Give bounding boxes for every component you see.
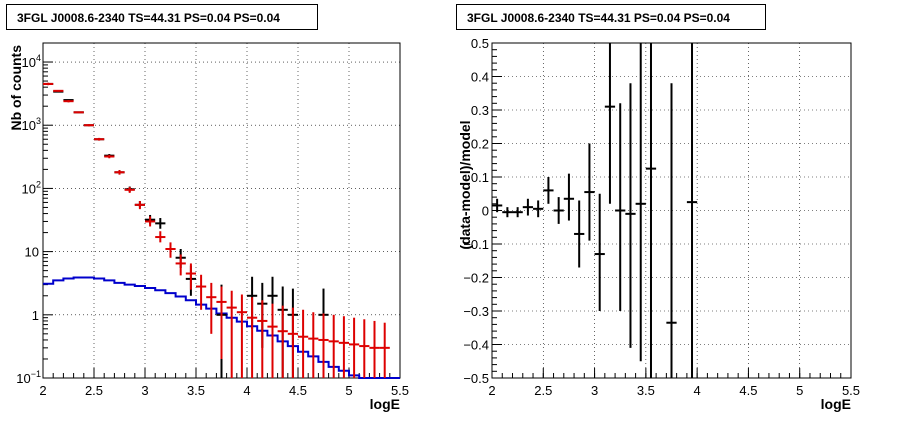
x-tick-label: 5.5 <box>391 383 409 398</box>
y-tick-label: 103 <box>22 116 41 133</box>
y-tick-label: 0.4 <box>471 70 489 85</box>
y-tick-label: 0.5 <box>471 36 489 51</box>
model-point <box>359 319 370 378</box>
residual-point <box>522 198 534 216</box>
model-point <box>134 201 145 210</box>
model-point <box>73 111 84 114</box>
residual-point <box>604 43 616 204</box>
x-tick-label: 4 <box>694 383 701 398</box>
model-point <box>236 294 247 378</box>
y-tick-label: 0.3 <box>471 103 489 118</box>
residual-point <box>563 173 575 221</box>
model-point <box>124 187 135 193</box>
y-tick-label: −0.1 <box>463 237 489 252</box>
model-point <box>308 312 319 378</box>
y-tick-label: 102 <box>22 179 41 196</box>
x-tick-label: 4.5 <box>289 383 307 398</box>
x-axis-title: logE <box>821 396 851 412</box>
model-point <box>145 216 156 227</box>
x-tick-label: 4 <box>243 383 250 398</box>
model-point <box>328 314 339 378</box>
model-point <box>369 320 380 378</box>
residual-point <box>625 83 636 348</box>
model-point <box>267 303 278 378</box>
x-tick-label: 3 <box>591 383 598 398</box>
y-axis-title: (data-model)/model <box>457 120 473 249</box>
model-point <box>94 137 105 141</box>
y-tick-label: −0.5 <box>463 371 489 386</box>
model-point <box>247 297 258 378</box>
x-tick-label: 5 <box>796 383 803 398</box>
x-tick-label: 2.5 <box>534 383 552 398</box>
residual-point <box>512 207 523 218</box>
model-point <box>53 89 64 92</box>
model-point <box>63 100 74 103</box>
x-tick-label: 2 <box>488 383 495 398</box>
model-point <box>43 82 54 86</box>
residual-point <box>645 43 657 378</box>
x-tick-label: 3 <box>141 383 148 398</box>
y-axis-title: Nb of counts <box>8 45 24 131</box>
left-plot-title: 3FGL J0008.6-2340 TS=44.31 PS=0.04 PS=0.… <box>6 4 318 30</box>
x-tick-label: 2.5 <box>85 383 103 398</box>
residual-point <box>584 143 595 241</box>
right-plot-title: 3FGL J0008.6-2340 TS=44.31 PS=0.04 PS=0.… <box>456 4 766 30</box>
x-tick-label: 4.5 <box>739 383 757 398</box>
residual-point <box>615 103 626 311</box>
residual-point <box>543 177 554 204</box>
x-axis-title: logE <box>370 396 400 412</box>
model-point <box>338 316 349 378</box>
residual-point <box>492 198 503 213</box>
residual-point <box>666 83 677 378</box>
y-tick-label: 1 <box>32 308 39 323</box>
y-tick-label: −0.4 <box>463 338 489 353</box>
residual-point <box>533 200 544 218</box>
residual-point <box>553 197 564 224</box>
model-point <box>349 317 360 378</box>
residual-point <box>574 200 585 268</box>
model-histogram-line <box>43 276 400 379</box>
y-tick-label: 10−1 <box>16 369 41 386</box>
y-tick-label: −0.3 <box>463 304 489 319</box>
y-tick-label: 0 <box>482 204 489 219</box>
model-point <box>318 313 329 378</box>
model-point <box>104 154 115 159</box>
model-point <box>185 263 196 290</box>
residual-point <box>502 207 513 218</box>
model-point <box>155 231 166 243</box>
residual-point <box>594 193 605 311</box>
model-point <box>226 290 237 378</box>
model-point <box>298 309 309 378</box>
x-tick-label: 3.5 <box>187 383 205 398</box>
residual-point <box>635 43 646 362</box>
model-point <box>216 286 227 359</box>
model-point <box>165 242 176 258</box>
model-point <box>379 322 390 378</box>
model-point <box>206 282 217 334</box>
x-tick-label: 5 <box>345 383 352 398</box>
x-tick-label: 2 <box>39 383 46 398</box>
y-tick-label: 0.2 <box>471 137 489 152</box>
y-tick-label: 0.1 <box>471 170 489 185</box>
model-point <box>175 254 186 276</box>
model-point <box>114 170 125 175</box>
x-tick-label: 5.5 <box>842 383 860 398</box>
model-point <box>287 307 298 378</box>
model-point <box>257 300 268 378</box>
residual-point <box>686 43 698 378</box>
y-tick-label: 10 <box>25 245 39 260</box>
x-tick-label: 3.5 <box>637 383 655 398</box>
data-point <box>155 218 166 229</box>
model-point <box>83 124 94 127</box>
model-point <box>196 274 207 310</box>
y-tick-label: −0.2 <box>463 271 489 286</box>
model-point <box>277 305 288 378</box>
y-tick-label: 104 <box>22 53 41 70</box>
